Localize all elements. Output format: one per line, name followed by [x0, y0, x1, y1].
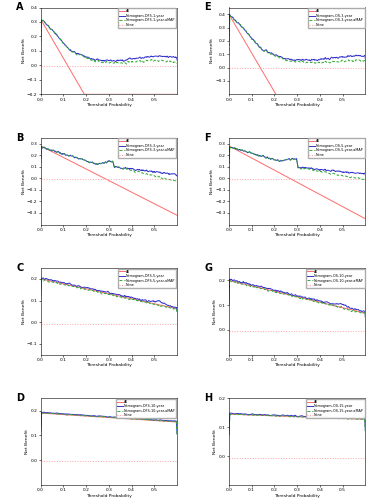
Legend: All, Nomogram-OS-5-year, Nomogram-OS-5-year-aMAP, None: All, Nomogram-OS-5-year, Nomogram-OS-5-y…: [308, 138, 365, 158]
Text: C: C: [16, 262, 23, 272]
X-axis label: Threshold Probability: Threshold Probability: [274, 494, 320, 498]
Y-axis label: Net Benefit: Net Benefit: [21, 299, 25, 324]
Y-axis label: Net Benefit: Net Benefit: [210, 168, 214, 194]
Text: B: B: [16, 132, 23, 142]
Text: A: A: [16, 2, 24, 12]
Text: D: D: [16, 393, 24, 403]
Legend: All, Nomogram-DFS-3-year, Nomogram-DFS-3-year-aMAP, None: All, Nomogram-DFS-3-year, Nomogram-DFS-3…: [118, 138, 176, 158]
Y-axis label: Net Benefit: Net Benefit: [21, 168, 25, 194]
Text: H: H: [204, 393, 213, 403]
X-axis label: Threshold Probability: Threshold Probability: [86, 364, 132, 368]
X-axis label: Threshold Probability: Threshold Probability: [86, 233, 132, 237]
X-axis label: Threshold Probability: Threshold Probability: [86, 103, 132, 107]
Y-axis label: Net Benefit: Net Benefit: [210, 38, 214, 64]
Legend: All, Nomogram-DFS-5-year, Nomogram-DFS-5-year-aMAP, None: All, Nomogram-DFS-5-year, Nomogram-DFS-5…: [118, 268, 176, 288]
X-axis label: Threshold Probability: Threshold Probability: [274, 103, 320, 107]
Y-axis label: Net Benefit: Net Benefit: [213, 429, 217, 454]
Legend: All, Nomogram-OS-15-year, Nomogram-OS-15-year-aMAP, None: All, Nomogram-OS-15-year, Nomogram-OS-15…: [306, 399, 365, 418]
Y-axis label: Net Benefit: Net Benefit: [21, 38, 25, 64]
Y-axis label: Net Benefit: Net Benefit: [25, 429, 29, 454]
Text: F: F: [204, 132, 211, 142]
Text: G: G: [204, 262, 212, 272]
Text: E: E: [204, 2, 211, 12]
Legend: All, Nomogram-DFS-1-year, Nomogram-DFS-1-year-aMAP, None: All, Nomogram-DFS-1-year, Nomogram-DFS-1…: [118, 8, 176, 28]
X-axis label: Threshold Probability: Threshold Probability: [86, 494, 132, 498]
Legend: All, Nomogram-OS-10-year, Nomogram-OS-10-year-aMAP, None: All, Nomogram-OS-10-year, Nomogram-OS-10…: [306, 268, 365, 288]
X-axis label: Threshold Probability: Threshold Probability: [274, 233, 320, 237]
Y-axis label: Net Benefit: Net Benefit: [213, 299, 217, 324]
X-axis label: Threshold Probability: Threshold Probability: [274, 364, 320, 368]
Legend: All, Nomogram-OS-3-year, Nomogram-OS-3-year-aMAP, None: All, Nomogram-OS-3-year, Nomogram-OS-3-y…: [308, 8, 365, 28]
Legend: All, Nomogram-DFS-10-year, Nomogram-DFS-10-year-aMAP, None: All, Nomogram-DFS-10-year, Nomogram-DFS-…: [116, 399, 176, 418]
